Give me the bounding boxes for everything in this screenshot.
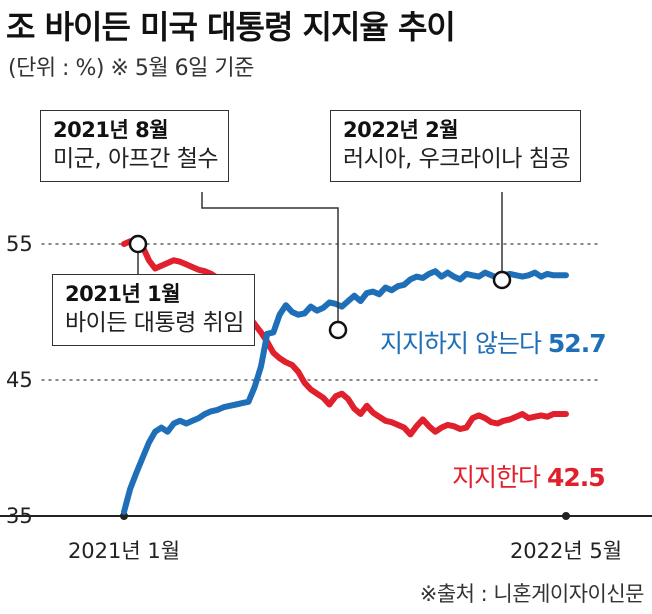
annotation-text: 러시아, 우크라이나 침공 <box>343 146 571 172</box>
event-marker <box>128 234 148 254</box>
series-line-approve <box>121 238 569 438</box>
annotation-text: 미군, 아프간 철수 <box>53 146 219 172</box>
series-final-value: 42.5 <box>547 463 605 492</box>
y-tick-label: 55 <box>6 232 33 256</box>
series-line-disapprove <box>121 268 569 515</box>
series-label-approve: 지지한다 42.5 <box>452 463 605 492</box>
annotation-date: 2021년 8월 <box>53 118 169 142</box>
annotation-inauguration: 2021년 1월 바이든 대통령 취임 <box>52 274 255 346</box>
annotation-date: 2022년 2월 <box>343 118 459 142</box>
annotation-date: 2021년 1월 <box>65 282 181 306</box>
x-tick-label: 2022년 5월 <box>510 539 622 563</box>
series-name: 지지하지 않는다 <box>380 329 548 358</box>
series-final-value: 52.7 <box>548 329 606 358</box>
x-axis-tick-dot <box>562 512 570 520</box>
annotation-ukraine-invasion: 2022년 2월 러시아, 우크라이나 침공 <box>330 110 582 182</box>
y-tick-label: 45 <box>6 368 33 392</box>
series-name: 지지한다 <box>452 463 547 492</box>
source-note: ※출처 : 니혼게이자이신문 <box>419 582 645 606</box>
unit-note: (단위 : %) ※ 5월 6일 기준 <box>8 56 254 81</box>
event-marker <box>492 270 512 290</box>
series-label-disapprove: 지지하지 않는다 52.7 <box>380 329 606 358</box>
annotation-text: 바이든 대통령 취임 <box>65 310 244 336</box>
annotation-afghan-withdrawal: 2021년 8월 미군, 아프간 철수 <box>40 110 230 182</box>
event-marker <box>328 320 348 340</box>
leader-line-afghan <box>201 192 339 330</box>
x-tick-label: 2021년 1월 <box>68 539 180 563</box>
chart-title: 조 바이든 미국 대통령 지지율 추이 <box>6 8 456 46</box>
